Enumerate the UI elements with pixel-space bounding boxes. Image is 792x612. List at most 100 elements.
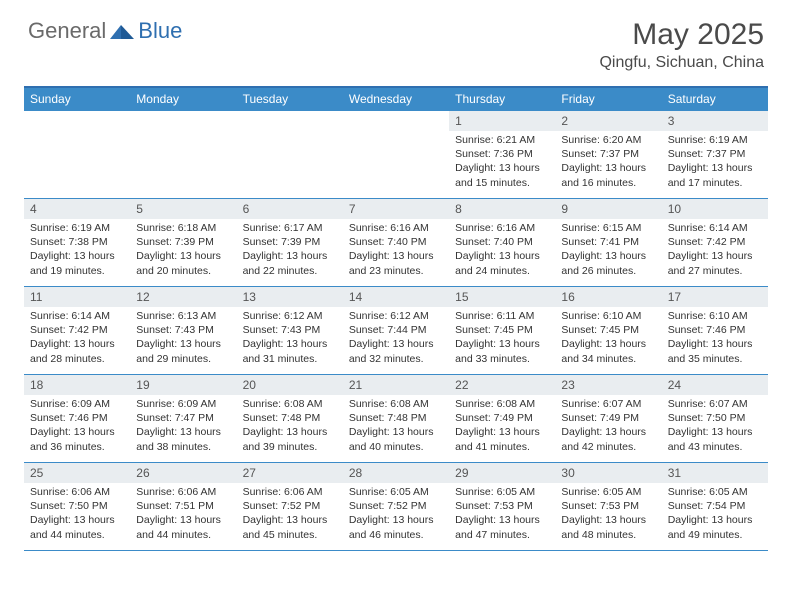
day-cell: 29Sunrise: 6:05 AMSunset: 7:53 PMDayligh… [449, 463, 555, 551]
sunset-line: Sunset: 7:53 PM [455, 499, 549, 513]
sunset-line: Sunset: 7:46 PM [30, 411, 124, 425]
sunset-line: Sunset: 7:53 PM [561, 499, 655, 513]
title-block: May 2025 Qingfu, Sichuan, China [599, 18, 764, 72]
daylight-line: Daylight: 13 hours and 16 minutes. [561, 161, 655, 189]
daylight-line: Daylight: 13 hours and 48 minutes. [561, 513, 655, 541]
daylight-line: Daylight: 13 hours and 32 minutes. [349, 337, 443, 365]
day-details: Sunrise: 6:07 AMSunset: 7:50 PMDaylight:… [662, 395, 768, 458]
day-details: Sunrise: 6:14 AMSunset: 7:42 PMDaylight:… [662, 219, 768, 282]
day-cell: 8Sunrise: 6:16 AMSunset: 7:40 PMDaylight… [449, 199, 555, 287]
weekday-header-row: SundayMondayTuesdayWednesdayThursdayFrid… [24, 88, 768, 111]
day-details: Sunrise: 6:07 AMSunset: 7:49 PMDaylight:… [555, 395, 661, 458]
daylight-line: Daylight: 13 hours and 39 minutes. [243, 425, 337, 453]
day-number: 21 [343, 375, 449, 395]
empty-cell [343, 111, 449, 199]
weekday-header: Thursday [449, 88, 555, 111]
sunrise-line: Sunrise: 6:15 AM [561, 221, 655, 235]
daylight-line: Daylight: 13 hours and 35 minutes. [668, 337, 762, 365]
sunset-line: Sunset: 7:43 PM [136, 323, 230, 337]
day-number: 3 [662, 111, 768, 131]
sunrise-line: Sunrise: 6:16 AM [455, 221, 549, 235]
sunset-line: Sunset: 7:38 PM [30, 235, 124, 249]
sunrise-line: Sunrise: 6:19 AM [668, 133, 762, 147]
sunset-line: Sunset: 7:47 PM [136, 411, 230, 425]
day-details: Sunrise: 6:14 AMSunset: 7:42 PMDaylight:… [24, 307, 130, 370]
day-cell: 11Sunrise: 6:14 AMSunset: 7:42 PMDayligh… [24, 287, 130, 375]
daylight-line: Daylight: 13 hours and 38 minutes. [136, 425, 230, 453]
daylight-line: Daylight: 13 hours and 36 minutes. [30, 425, 124, 453]
day-number: 2 [555, 111, 661, 131]
sunset-line: Sunset: 7:48 PM [243, 411, 337, 425]
day-cell: 7Sunrise: 6:16 AMSunset: 7:40 PMDaylight… [343, 199, 449, 287]
day-cell: 14Sunrise: 6:12 AMSunset: 7:44 PMDayligh… [343, 287, 449, 375]
sunrise-line: Sunrise: 6:18 AM [136, 221, 230, 235]
day-number: 25 [24, 463, 130, 483]
sunset-line: Sunset: 7:49 PM [455, 411, 549, 425]
page-title: May 2025 [599, 18, 764, 52]
daylight-line: Daylight: 13 hours and 29 minutes. [136, 337, 230, 365]
weekday-header: Wednesday [343, 88, 449, 111]
sunrise-line: Sunrise: 6:08 AM [455, 397, 549, 411]
day-cell: 18Sunrise: 6:09 AMSunset: 7:46 PMDayligh… [24, 375, 130, 463]
sunrise-line: Sunrise: 6:11 AM [455, 309, 549, 323]
day-number: 24 [662, 375, 768, 395]
day-number: 11 [24, 287, 130, 307]
empty-cell [24, 111, 130, 199]
day-details: Sunrise: 6:08 AMSunset: 7:48 PMDaylight:… [343, 395, 449, 458]
day-details: Sunrise: 6:17 AMSunset: 7:39 PMDaylight:… [237, 219, 343, 282]
day-number: 8 [449, 199, 555, 219]
day-cell: 15Sunrise: 6:11 AMSunset: 7:45 PMDayligh… [449, 287, 555, 375]
day-number: 31 [662, 463, 768, 483]
daylight-line: Daylight: 13 hours and 44 minutes. [30, 513, 124, 541]
day-number: 6 [237, 199, 343, 219]
day-details: Sunrise: 6:06 AMSunset: 7:52 PMDaylight:… [237, 483, 343, 546]
day-number: 14 [343, 287, 449, 307]
daylight-line: Daylight: 13 hours and 45 minutes. [243, 513, 337, 541]
sunset-line: Sunset: 7:51 PM [136, 499, 230, 513]
daylight-line: Daylight: 13 hours and 17 minutes. [668, 161, 762, 189]
day-details: Sunrise: 6:20 AMSunset: 7:37 PMDaylight:… [555, 131, 661, 194]
sunrise-line: Sunrise: 6:07 AM [561, 397, 655, 411]
sunrise-line: Sunrise: 6:05 AM [455, 485, 549, 499]
daylight-line: Daylight: 13 hours and 23 minutes. [349, 249, 443, 277]
day-cell: 3Sunrise: 6:19 AMSunset: 7:37 PMDaylight… [662, 111, 768, 199]
sunset-line: Sunset: 7:48 PM [349, 411, 443, 425]
day-number: 15 [449, 287, 555, 307]
day-number: 5 [130, 199, 236, 219]
empty-cell [130, 111, 236, 199]
daylight-line: Daylight: 13 hours and 24 minutes. [455, 249, 549, 277]
sunrise-line: Sunrise: 6:14 AM [668, 221, 762, 235]
day-cell: 24Sunrise: 6:07 AMSunset: 7:50 PMDayligh… [662, 375, 768, 463]
day-cell: 23Sunrise: 6:07 AMSunset: 7:49 PMDayligh… [555, 375, 661, 463]
day-cell: 10Sunrise: 6:14 AMSunset: 7:42 PMDayligh… [662, 199, 768, 287]
day-cell: 5Sunrise: 6:18 AMSunset: 7:39 PMDaylight… [130, 199, 236, 287]
day-number: 7 [343, 199, 449, 219]
day-cell: 30Sunrise: 6:05 AMSunset: 7:53 PMDayligh… [555, 463, 661, 551]
daylight-line: Daylight: 13 hours and 15 minutes. [455, 161, 549, 189]
sunset-line: Sunset: 7:41 PM [561, 235, 655, 249]
sunset-line: Sunset: 7:36 PM [455, 147, 549, 161]
day-details: Sunrise: 6:16 AMSunset: 7:40 PMDaylight:… [343, 219, 449, 282]
calendar: SundayMondayTuesdayWednesdayThursdayFrid… [24, 86, 768, 551]
day-cell: 21Sunrise: 6:08 AMSunset: 7:48 PMDayligh… [343, 375, 449, 463]
sunset-line: Sunset: 7:50 PM [668, 411, 762, 425]
day-details: Sunrise: 6:05 AMSunset: 7:52 PMDaylight:… [343, 483, 449, 546]
daylight-line: Daylight: 13 hours and 42 minutes. [561, 425, 655, 453]
sunset-line: Sunset: 7:44 PM [349, 323, 443, 337]
day-cell: 20Sunrise: 6:08 AMSunset: 7:48 PMDayligh… [237, 375, 343, 463]
day-details: Sunrise: 6:12 AMSunset: 7:43 PMDaylight:… [237, 307, 343, 370]
sunrise-line: Sunrise: 6:09 AM [136, 397, 230, 411]
day-details: Sunrise: 6:19 AMSunset: 7:37 PMDaylight:… [662, 131, 768, 194]
brand-first: General [28, 18, 106, 44]
sunset-line: Sunset: 7:39 PM [243, 235, 337, 249]
sunrise-line: Sunrise: 6:05 AM [349, 485, 443, 499]
day-details: Sunrise: 6:08 AMSunset: 7:48 PMDaylight:… [237, 395, 343, 458]
logo-icon [110, 21, 136, 41]
day-number: 12 [130, 287, 236, 307]
brand-second: Blue [138, 18, 182, 44]
sunrise-line: Sunrise: 6:14 AM [30, 309, 124, 323]
day-number: 1 [449, 111, 555, 131]
weekday-header: Saturday [662, 88, 768, 111]
sunrise-line: Sunrise: 6:10 AM [561, 309, 655, 323]
day-details: Sunrise: 6:10 AMSunset: 7:46 PMDaylight:… [662, 307, 768, 370]
